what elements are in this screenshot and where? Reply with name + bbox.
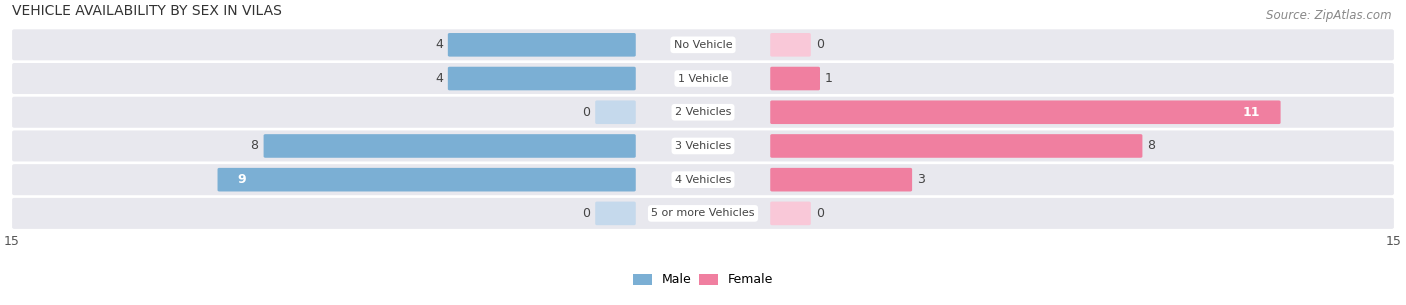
Text: 2 Vehicles: 2 Vehicles [675,107,731,117]
FancyBboxPatch shape [770,168,912,192]
FancyBboxPatch shape [13,63,1393,94]
Text: 3 Vehicles: 3 Vehicles [675,141,731,151]
Text: 0: 0 [582,106,591,119]
Text: 0: 0 [815,207,824,220]
FancyBboxPatch shape [770,67,820,90]
FancyBboxPatch shape [449,67,636,90]
Text: 1: 1 [825,72,832,85]
Text: 1 Vehicle: 1 Vehicle [678,74,728,84]
Text: 5 or more Vehicles: 5 or more Vehicles [651,208,755,218]
FancyBboxPatch shape [770,202,811,225]
Text: 4: 4 [434,72,443,85]
Text: 8: 8 [1147,139,1156,152]
FancyBboxPatch shape [13,97,1393,128]
FancyBboxPatch shape [770,134,1143,158]
Text: 9: 9 [238,173,246,186]
Text: 4 Vehicles: 4 Vehicles [675,175,731,185]
FancyBboxPatch shape [595,100,636,124]
Legend: Male, Female: Male, Female [628,268,778,292]
Text: Source: ZipAtlas.com: Source: ZipAtlas.com [1267,9,1392,22]
Text: 8: 8 [250,139,259,152]
Text: 0: 0 [582,207,591,220]
FancyBboxPatch shape [13,198,1393,229]
FancyBboxPatch shape [218,168,636,192]
FancyBboxPatch shape [13,131,1393,161]
FancyBboxPatch shape [595,202,636,225]
FancyBboxPatch shape [770,33,811,57]
Text: 11: 11 [1243,106,1260,119]
FancyBboxPatch shape [13,164,1393,195]
FancyBboxPatch shape [449,33,636,57]
Text: 4: 4 [434,38,443,51]
Text: VEHICLE AVAILABILITY BY SEX IN VILAS: VEHICLE AVAILABILITY BY SEX IN VILAS [13,4,283,18]
FancyBboxPatch shape [263,134,636,158]
Text: No Vehicle: No Vehicle [673,40,733,50]
Text: 0: 0 [815,38,824,51]
FancyBboxPatch shape [770,100,1281,124]
Text: 3: 3 [917,173,925,186]
FancyBboxPatch shape [13,29,1393,60]
